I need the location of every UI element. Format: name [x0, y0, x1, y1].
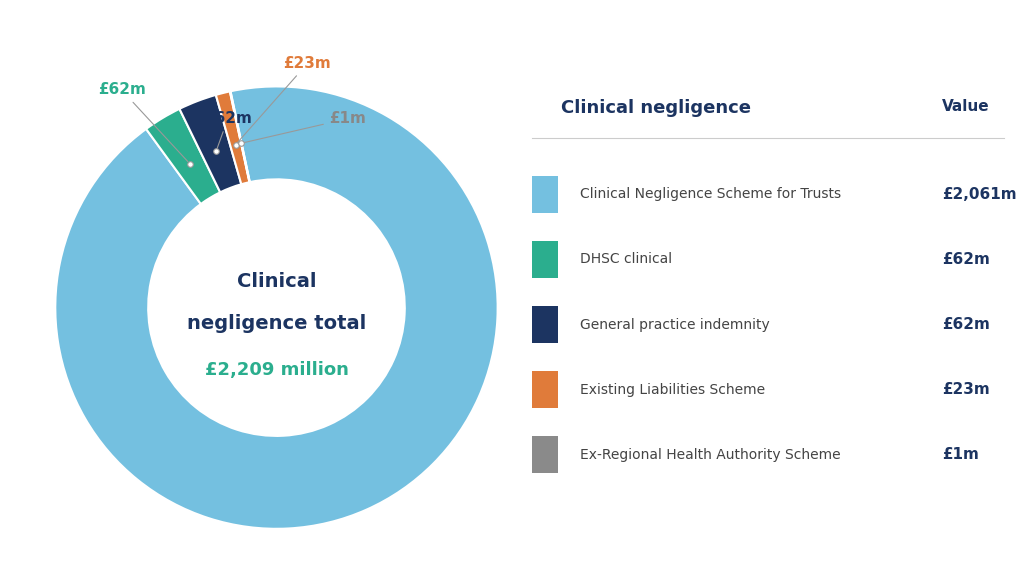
Text: £23m: £23m	[238, 56, 332, 142]
Text: £62m: £62m	[204, 111, 252, 148]
Wedge shape	[216, 91, 250, 184]
Text: Clinical negligence: Clinical negligence	[561, 99, 751, 117]
Text: £23m: £23m	[942, 382, 990, 397]
Text: £1m: £1m	[244, 111, 366, 143]
FancyBboxPatch shape	[532, 306, 558, 343]
Wedge shape	[229, 91, 250, 182]
Text: Ex-Regional Health Authority Scheme: Ex-Regional Health Authority Scheme	[580, 448, 841, 462]
Text: £1m: £1m	[942, 447, 979, 463]
Wedge shape	[179, 95, 242, 192]
Text: Clinical Negligence Scheme for Trusts: Clinical Negligence Scheme for Trusts	[580, 187, 841, 202]
Text: Existing Liabilities Scheme: Existing Liabilities Scheme	[580, 383, 765, 397]
FancyBboxPatch shape	[532, 176, 558, 213]
Text: £2,209 million: £2,209 million	[205, 360, 348, 379]
FancyBboxPatch shape	[532, 241, 558, 278]
Text: negligence total: negligence total	[186, 313, 367, 332]
FancyBboxPatch shape	[532, 436, 558, 473]
Text: DHSC clinical: DHSC clinical	[580, 252, 672, 267]
Text: General practice indemnity: General practice indemnity	[580, 317, 769, 332]
Wedge shape	[55, 86, 498, 529]
FancyBboxPatch shape	[532, 371, 558, 408]
Text: £62m: £62m	[942, 252, 990, 267]
Text: £62m: £62m	[97, 82, 187, 162]
Wedge shape	[146, 109, 220, 204]
Text: Value: Value	[942, 99, 990, 114]
Text: £2,061m: £2,061m	[240, 476, 313, 493]
Text: £62m: £62m	[942, 317, 990, 332]
Text: £2,061m: £2,061m	[942, 187, 1017, 202]
Text: Clinical: Clinical	[237, 272, 316, 291]
